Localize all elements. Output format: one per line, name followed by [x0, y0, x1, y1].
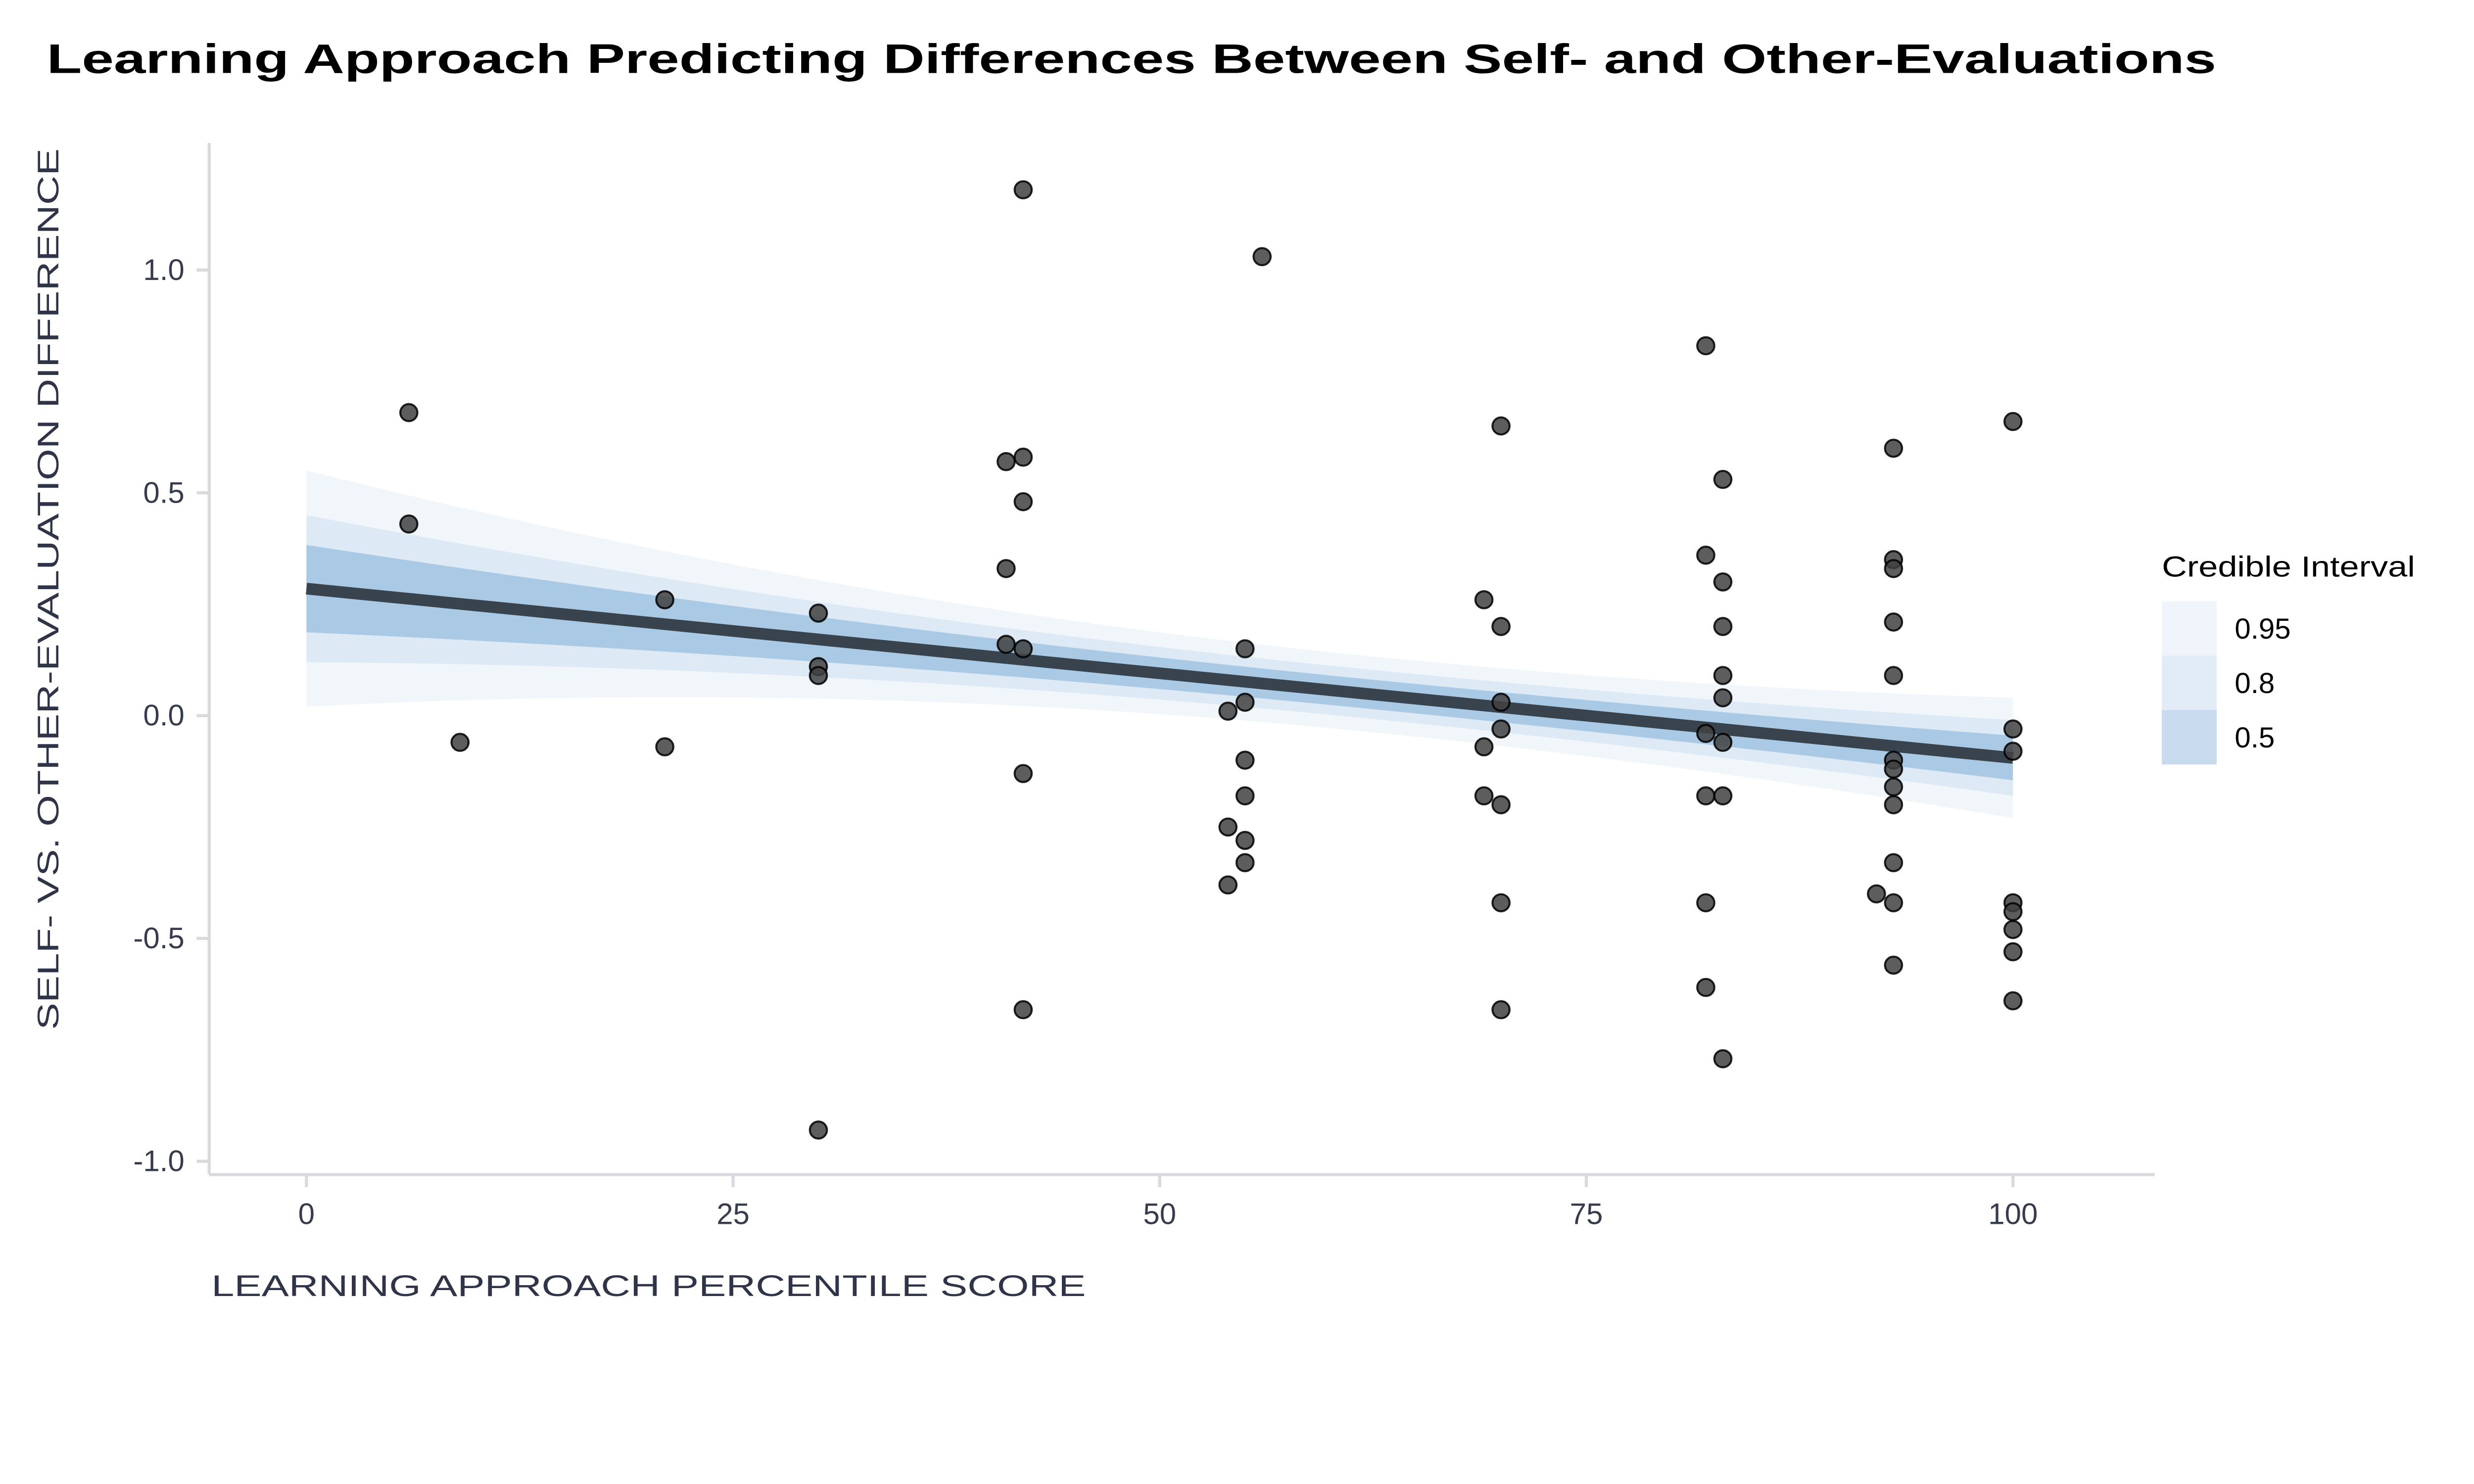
data-point	[1235, 750, 1255, 770]
x-axis-title: LEARNING APPROACH PERCENTILE SCORE	[211, 1269, 1086, 1302]
legend-swatch-05-icon	[2162, 710, 2217, 765]
data-point	[1713, 786, 1733, 806]
legend-label-08: 0.8	[2235, 667, 2275, 699]
page-title: Learning Approach Predicting Differences…	[47, 35, 2217, 82]
data-point	[1235, 786, 1255, 806]
data-point	[1713, 572, 1733, 592]
data-point	[997, 452, 1016, 471]
data-point	[1474, 786, 1494, 806]
data-point	[1884, 559, 1903, 578]
x-tick-label: 50	[1143, 1198, 1176, 1231]
data-point	[655, 590, 674, 609]
y-tick-label: -0.5	[133, 922, 184, 955]
y-tick-label: -1.0	[133, 1145, 184, 1178]
legend-swatch-095-icon	[2162, 601, 2217, 656]
legend-title: Credible Interval	[2162, 551, 2415, 583]
x-tick-label: 100	[1988, 1198, 2038, 1231]
data-point	[450, 733, 470, 752]
data-point	[1491, 795, 1511, 815]
y-tick-label: 1.0	[143, 253, 184, 286]
data-point	[1235, 639, 1255, 658]
data-point	[1252, 247, 1272, 267]
y-axis-title: SELF- VS. OTHER-EVALUATION DIFFERENCE	[32, 148, 65, 1030]
legend-label-095: 0.95	[2235, 613, 2290, 645]
data-point	[1884, 438, 1903, 458]
regression-line-layer	[306, 583, 2014, 764]
data-point	[399, 403, 419, 422]
data-point	[2003, 991, 2023, 1011]
y-tick-label: 0.5	[143, 476, 184, 509]
data-point	[1013, 492, 1033, 511]
data-point	[1491, 893, 1511, 913]
data-point	[1218, 817, 1238, 837]
data-point	[1884, 759, 1903, 779]
data-point	[997, 559, 1016, 578]
axes-layer	[207, 143, 2155, 1176]
data-point	[1884, 955, 1903, 975]
data-point	[2003, 902, 2023, 922]
data-point	[2003, 942, 2023, 962]
data-point	[1696, 786, 1715, 806]
data-point	[1013, 639, 1033, 658]
legend-label-05: 0.5	[2235, 722, 2275, 754]
data-point	[1218, 701, 1238, 721]
data-point	[1713, 733, 1733, 752]
data-point	[1884, 666, 1903, 685]
data-point	[997, 635, 1016, 654]
data-point	[1713, 1049, 1733, 1068]
data-point	[1713, 688, 1733, 707]
x-tick-label: 75	[1570, 1198, 1603, 1231]
data-point	[1013, 180, 1033, 199]
regression-line	[306, 583, 2014, 764]
data-point	[655, 737, 674, 757]
data-point	[1491, 1000, 1511, 1020]
data-point	[1696, 546, 1715, 565]
data-point	[1884, 893, 1903, 913]
data-point	[1696, 724, 1715, 743]
data-point	[399, 514, 419, 534]
data-points-layer	[399, 180, 2023, 1140]
data-point	[809, 1120, 828, 1140]
data-point	[1696, 893, 1715, 913]
data-point	[1713, 617, 1733, 636]
data-point	[1013, 447, 1033, 467]
data-point	[1696, 336, 1715, 356]
scatter-plot-svg: Learning Approach Predicting Differences…	[32, 35, 2415, 1302]
data-point	[809, 603, 828, 623]
data-point	[2003, 742, 2023, 761]
data-point	[1884, 853, 1903, 873]
data-point	[1696, 977, 1715, 997]
legend: Credible Interval 0.95 0.8 0.5	[2162, 551, 2415, 765]
data-point	[2003, 920, 2023, 939]
data-point	[1013, 764, 1033, 784]
data-point	[1235, 831, 1255, 850]
data-point	[1713, 469, 1733, 489]
y-tick-label: 0.0	[143, 699, 184, 732]
data-point	[1491, 617, 1511, 636]
data-point	[1713, 666, 1733, 685]
tick-labels-layer: 0 25 50 75 100 1.0 0.5 0.0 -0.5 -1.0	[133, 253, 2038, 1231]
credible-interval-bands	[306, 470, 2013, 818]
chart-figure: Learning Approach Predicting Differences…	[32, 35, 2415, 1302]
data-point	[1867, 884, 1886, 904]
data-point	[2003, 719, 2023, 739]
data-point	[1884, 795, 1903, 815]
x-tick-label: 25	[716, 1198, 750, 1231]
data-point	[1884, 777, 1903, 797]
data-point	[2003, 412, 2023, 431]
data-point	[1013, 1000, 1033, 1020]
data-point	[1884, 612, 1903, 632]
data-point	[1491, 416, 1511, 436]
legend-swatch-08-icon	[2162, 655, 2217, 710]
data-point	[1474, 590, 1494, 609]
data-point	[1218, 875, 1238, 895]
data-point	[1235, 693, 1255, 712]
data-point	[1235, 853, 1255, 873]
data-point	[1491, 719, 1511, 739]
x-tick-label: 0	[298, 1198, 315, 1231]
data-point	[1491, 693, 1511, 712]
data-point	[809, 666, 828, 685]
data-point	[1474, 737, 1494, 757]
